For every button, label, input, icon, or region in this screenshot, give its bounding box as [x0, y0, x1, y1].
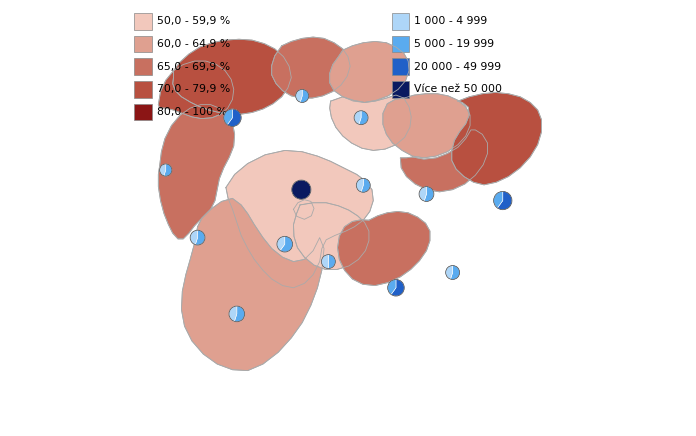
Wedge shape: [300, 89, 309, 102]
Text: 20 000 - 49 999: 20 000 - 49 999: [414, 62, 501, 72]
FancyBboxPatch shape: [392, 81, 409, 98]
Polygon shape: [294, 203, 369, 269]
Text: 65,0 - 69,9 %: 65,0 - 69,9 %: [157, 62, 230, 72]
Polygon shape: [452, 92, 541, 185]
Polygon shape: [400, 130, 487, 192]
Text: 80,0 - 100 %: 80,0 - 100 %: [157, 107, 227, 117]
Wedge shape: [322, 255, 329, 269]
Wedge shape: [391, 279, 404, 296]
Polygon shape: [330, 95, 411, 150]
Polygon shape: [338, 211, 430, 286]
Wedge shape: [280, 236, 292, 252]
Wedge shape: [228, 109, 242, 126]
Text: 50,0 - 59,9 %: 50,0 - 59,9 %: [157, 17, 230, 26]
Wedge shape: [493, 191, 503, 208]
Wedge shape: [296, 89, 302, 102]
FancyBboxPatch shape: [392, 36, 409, 52]
FancyBboxPatch shape: [392, 13, 409, 30]
Text: 60,0 - 64,9 %: 60,0 - 64,9 %: [157, 39, 230, 49]
Polygon shape: [226, 150, 373, 288]
Wedge shape: [164, 164, 172, 176]
Wedge shape: [354, 111, 361, 124]
Wedge shape: [190, 230, 198, 245]
Wedge shape: [235, 306, 245, 322]
Text: Více než 50 000: Více než 50 000: [414, 85, 503, 94]
Polygon shape: [330, 41, 409, 102]
Wedge shape: [498, 191, 512, 210]
FancyBboxPatch shape: [134, 36, 152, 52]
Text: 5 000 - 19 999: 5 000 - 19 999: [414, 39, 494, 49]
FancyBboxPatch shape: [134, 81, 152, 98]
Wedge shape: [329, 255, 335, 269]
FancyBboxPatch shape: [134, 58, 152, 75]
FancyBboxPatch shape: [134, 104, 152, 120]
Wedge shape: [424, 187, 434, 201]
Wedge shape: [196, 230, 205, 245]
Wedge shape: [445, 266, 452, 279]
Polygon shape: [182, 198, 324, 371]
Polygon shape: [158, 105, 235, 239]
Polygon shape: [158, 61, 234, 119]
Wedge shape: [292, 180, 311, 199]
Text: 1 000 - 4 999: 1 000 - 4 999: [414, 17, 487, 26]
Wedge shape: [223, 109, 232, 125]
Polygon shape: [294, 200, 314, 219]
Wedge shape: [419, 187, 427, 201]
Wedge shape: [229, 306, 237, 321]
Wedge shape: [277, 236, 285, 251]
Polygon shape: [383, 94, 470, 158]
Wedge shape: [450, 266, 459, 279]
Polygon shape: [271, 37, 350, 98]
Text: 70,0 - 79,9 %: 70,0 - 79,9 %: [157, 85, 230, 94]
Wedge shape: [388, 279, 396, 294]
Wedge shape: [361, 178, 370, 192]
Wedge shape: [356, 178, 363, 192]
Wedge shape: [159, 164, 166, 176]
FancyBboxPatch shape: [392, 58, 409, 75]
FancyBboxPatch shape: [134, 13, 152, 30]
Wedge shape: [359, 111, 368, 125]
Polygon shape: [173, 39, 292, 114]
